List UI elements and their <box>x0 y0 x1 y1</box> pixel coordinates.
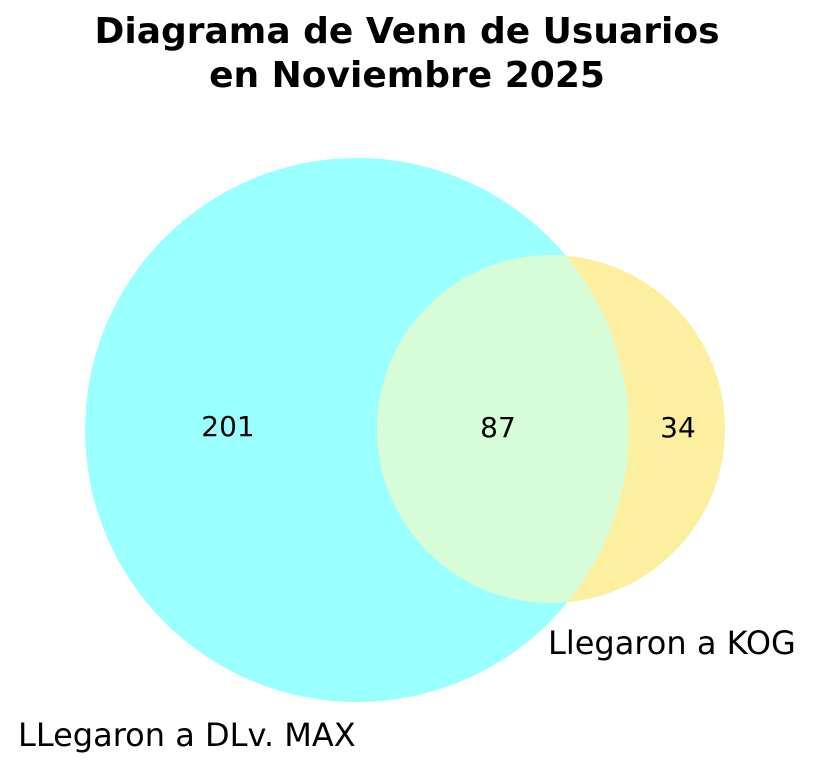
chart-title-line2: en Noviembre 2025 <box>209 55 605 96</box>
venn-value-intersection: 87 <box>480 411 516 444</box>
venn-value-dlv-only: 201 <box>201 410 255 443</box>
venn-intersection-region <box>377 255 629 603</box>
venn-set-label-dlv-max: LLegaron a DLv. MAX <box>18 716 356 754</box>
venn-set-label-kog: Llegaron a KOG <box>548 624 796 662</box>
chart-title-line1: Diagrama de Venn de Usuarios <box>94 11 720 52</box>
chart-title: Diagrama de Venn de Usuarios en Noviembre… <box>0 10 814 98</box>
venn-value-kog-only: 34 <box>660 411 696 444</box>
